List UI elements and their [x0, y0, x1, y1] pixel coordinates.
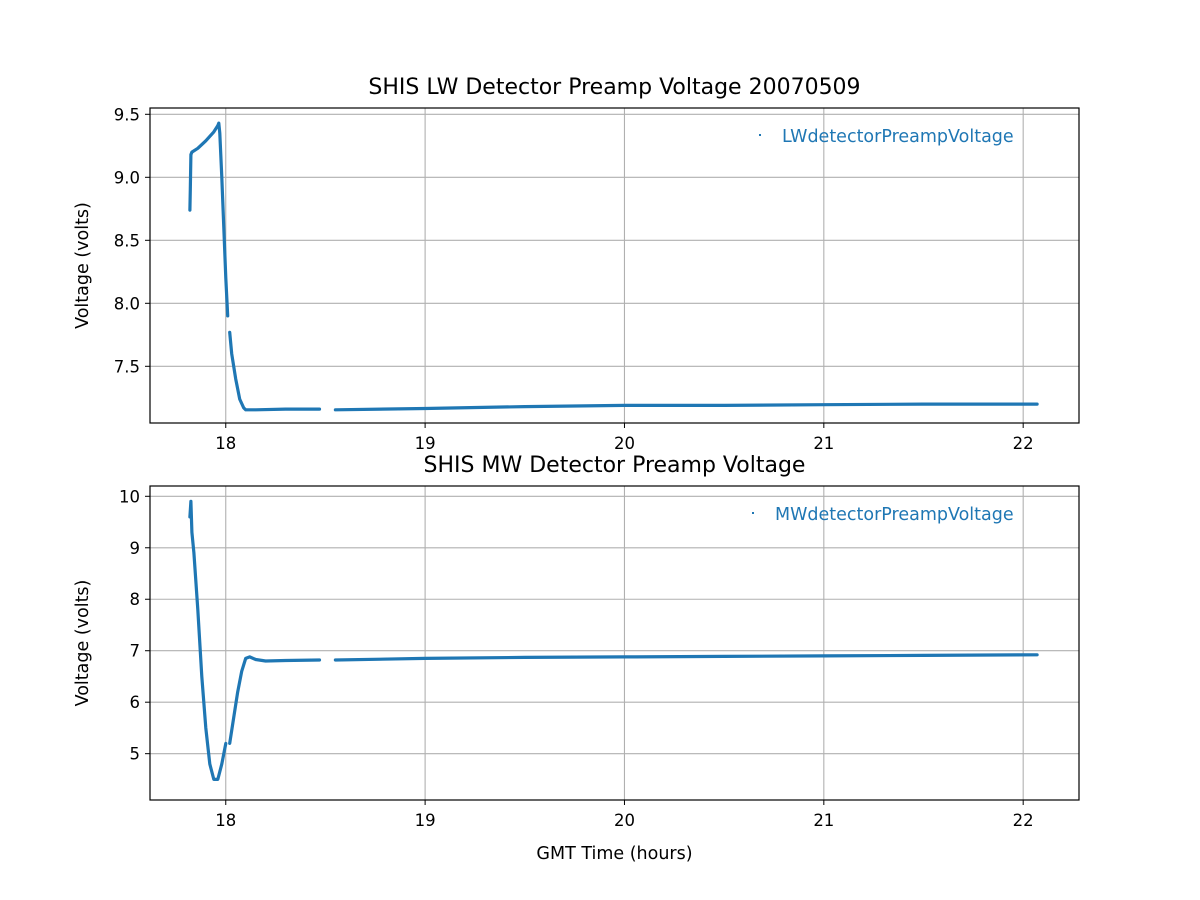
mw-x-axis-label: GMT Time (hours) [536, 844, 692, 864]
lw-grid [150, 108, 1079, 423]
mw-y-tick-label-5: 10 [119, 487, 140, 506]
mw-y-axis-label: Voltage (volts) [73, 580, 93, 707]
lw-y-tick-label-0: 7.5 [114, 357, 140, 376]
mw-y-tick-label-0: 5 [130, 745, 141, 764]
mw-legend: MWdetectorPreampVoltage [752, 505, 1014, 525]
mw-axes-frame [149, 485, 1080, 801]
mw-x-tick-label-4: 22 [1013, 811, 1034, 830]
mw-x-tick-label-2: 20 [614, 811, 635, 830]
mw-grid [150, 486, 1079, 800]
lw-legend-marker [759, 134, 761, 136]
mw-x-axis: 18 19 20 21 22 [215, 800, 1034, 830]
mw-series-0-segment-2 [333, 653, 1039, 662]
mw-voltage-panel: 18 19 20 21 22 5 6 7 8 9 10 SHIS MW Detector Prea… [73, 453, 1080, 864]
lw-series-0-segment-0 [188, 121, 230, 318]
lw-axes-frame [149, 107, 1080, 424]
lw-chart-title: SHIS LW Detector Preamp Voltage 20070509 [368, 75, 860, 100]
lw-x-tick-label-2: 20 [614, 434, 635, 453]
lw-legend-label: LWdetectorPreampVoltage [782, 127, 1014, 147]
mw-x-tick-label-3: 21 [813, 811, 834, 830]
mw-y-tick-label-4: 9 [130, 539, 141, 558]
lw-x-tick-label-1: 19 [415, 434, 436, 453]
mw-y-axis: 5 6 7 8 9 10 [119, 487, 150, 764]
mw-chart-title: SHIS MW Detector Preamp Voltage [424, 453, 806, 478]
lw-y-axis: 7.5 8.0 8.5 9.0 9.5 [114, 105, 150, 376]
mw-y-tick-label-2: 7 [130, 642, 141, 661]
lw-series-0-segment-1 [228, 330, 322, 412]
mw-series-0-segment-1 [228, 655, 322, 746]
lw-x-tick-label-4: 22 [1013, 434, 1034, 453]
lw-x-axis: 18 19 20 21 22 [215, 423, 1034, 453]
lw-data-series [188, 121, 1039, 412]
mw-legend-marker [752, 512, 754, 514]
lw-x-tick-label-3: 21 [813, 434, 834, 453]
lw-y-tick-label-2: 8.5 [114, 231, 140, 250]
mw-legend-label: MWdetectorPreampVoltage [775, 505, 1014, 525]
mw-data-series [188, 499, 1039, 782]
lw-y-tick-label-4: 9.5 [114, 105, 140, 124]
mw-series-0-segment-0 [188, 499, 228, 782]
mw-x-tick-label-1: 19 [415, 811, 436, 830]
mw-y-tick-label-1: 6 [130, 693, 141, 712]
mw-x-tick-label-0: 18 [215, 811, 236, 830]
mw-y-tick-label-3: 8 [130, 590, 141, 609]
lw-y-tick-label-3: 9.0 [114, 168, 140, 187]
lw-legend: LWdetectorPreampVoltage [759, 127, 1014, 147]
lw-voltage-panel: 18 19 20 21 22 7.5 8.0 8.5 9.0 9.5 SHIS LW Detec… [73, 75, 1080, 453]
lw-series-0-segment-2 [333, 402, 1039, 412]
lw-x-tick-label-0: 18 [215, 434, 236, 453]
lw-y-axis-label: Voltage (volts) [73, 202, 93, 329]
lw-y-tick-label-1: 8.0 [114, 294, 140, 313]
